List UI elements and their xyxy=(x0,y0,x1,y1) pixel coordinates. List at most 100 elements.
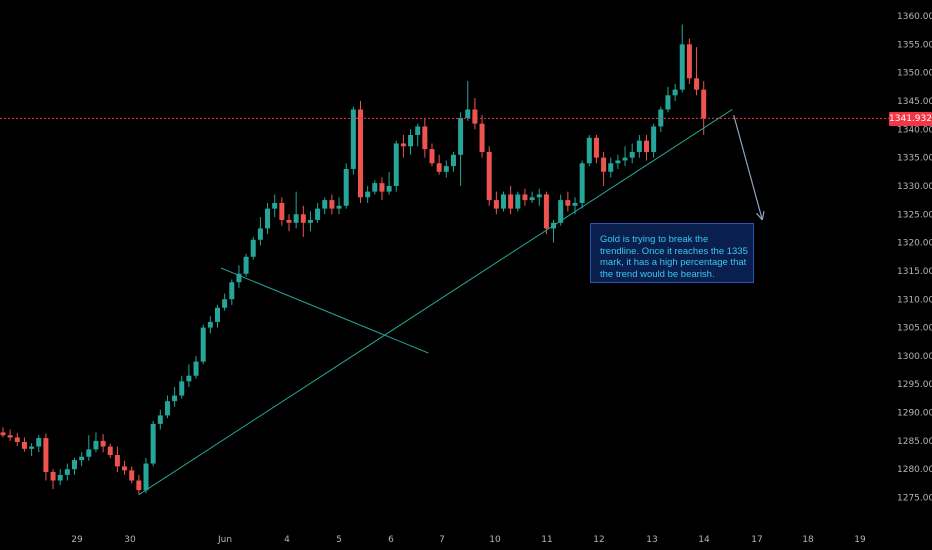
x-tick-label: 6 xyxy=(388,535,394,545)
y-tick-label: 1290.000 xyxy=(897,409,932,419)
candle-body xyxy=(651,126,657,152)
x-tick-label: 10 xyxy=(489,535,501,545)
y-tick-label: 1320.000 xyxy=(897,239,932,249)
candle xyxy=(79,452,85,467)
candle-body xyxy=(601,157,607,172)
candle xyxy=(593,134,599,164)
y-tick-label: 1345.000 xyxy=(897,97,932,107)
candle xyxy=(543,191,549,235)
candle-body xyxy=(400,143,406,147)
candle-body xyxy=(422,126,428,150)
candle xyxy=(179,375,185,399)
candle-body xyxy=(207,321,213,328)
candle xyxy=(672,83,678,101)
candle xyxy=(436,154,442,175)
candle-body xyxy=(300,214,306,223)
candle xyxy=(529,191,535,203)
candle-body xyxy=(701,89,707,119)
candle xyxy=(7,429,13,441)
candle-body xyxy=(114,455,120,467)
price-axis[interactable]: 1360.000 1355.000 1350.000 1345.000 1340.000… xyxy=(897,12,932,504)
candle xyxy=(136,474,142,495)
candle xyxy=(586,134,592,167)
candle-body xyxy=(572,202,578,206)
candle-body xyxy=(72,460,77,470)
x-tick-label: 13 xyxy=(646,535,657,545)
candle-body xyxy=(350,109,356,169)
candle xyxy=(501,191,506,212)
candle xyxy=(443,160,449,178)
y-tick-label: 1285.000 xyxy=(897,437,932,447)
candle-body xyxy=(694,78,700,90)
candle xyxy=(679,24,685,93)
candle xyxy=(415,123,421,147)
candle xyxy=(50,469,56,490)
y-tick-label: 1340.000 xyxy=(897,125,932,135)
x-tick-label: 12 xyxy=(593,535,604,545)
candle xyxy=(107,443,113,458)
y-tick-label: 1280.000 xyxy=(897,465,932,475)
candle xyxy=(694,47,700,96)
candle-body xyxy=(215,307,220,322)
candle xyxy=(429,143,435,167)
candle xyxy=(207,316,213,334)
x-tick-label: 4 xyxy=(284,535,290,545)
candle-body xyxy=(136,480,142,491)
y-tick-label: 1325.000 xyxy=(897,210,932,220)
candle xyxy=(486,146,492,206)
candle xyxy=(143,457,149,493)
candle-body xyxy=(443,166,449,172)
candle xyxy=(515,191,521,212)
time-axis[interactable]: 29 30 Jun 4 5 6 7 10 11 12 13 14 17 18 19 xyxy=(71,535,866,545)
down-arrow[interactable] xyxy=(733,114,765,221)
annotation-note[interactable]: Gold is trying to break the trendline. O… xyxy=(590,223,754,283)
candle-body xyxy=(665,95,671,110)
candle xyxy=(200,324,206,365)
candle-body xyxy=(7,435,13,438)
candle xyxy=(257,217,263,246)
candle xyxy=(686,38,692,84)
candle-body xyxy=(493,200,499,209)
candle-body xyxy=(250,239,256,257)
candles xyxy=(0,24,707,495)
candle-body xyxy=(636,140,642,152)
candle-body xyxy=(14,437,20,443)
arrow-head xyxy=(761,210,765,221)
candle-body xyxy=(458,117,464,155)
candle xyxy=(100,434,106,453)
arrow-shaft xyxy=(733,114,763,221)
candle-body xyxy=(672,89,678,96)
candle xyxy=(186,364,192,388)
candle-body xyxy=(86,449,92,457)
arrow-head xyxy=(755,212,763,221)
candle-body xyxy=(386,185,392,192)
candle xyxy=(164,395,170,419)
candle xyxy=(157,409,163,430)
candle xyxy=(493,191,499,215)
candle-body xyxy=(536,194,542,198)
candle xyxy=(601,151,607,186)
candle-body xyxy=(93,440,99,450)
candle-body xyxy=(393,143,399,186)
candle-body xyxy=(558,200,564,223)
candle-body xyxy=(358,109,363,198)
y-tick-label: 1355.000 xyxy=(897,40,932,50)
candle-body xyxy=(615,160,621,164)
candle-body xyxy=(236,273,242,283)
candle xyxy=(665,86,671,113)
candle xyxy=(272,194,278,218)
candle xyxy=(114,446,120,473)
candle xyxy=(458,112,464,186)
candle-body xyxy=(408,134,414,147)
candle-body xyxy=(107,446,113,456)
candle-body xyxy=(336,205,342,209)
x-tick-label: 11 xyxy=(541,535,552,545)
trendline[interactable] xyxy=(138,109,733,496)
x-tick-label: 29 xyxy=(71,535,83,545)
candle xyxy=(365,185,371,203)
cross-line[interactable] xyxy=(220,267,429,354)
candle-body xyxy=(272,202,278,209)
candle xyxy=(636,134,642,158)
